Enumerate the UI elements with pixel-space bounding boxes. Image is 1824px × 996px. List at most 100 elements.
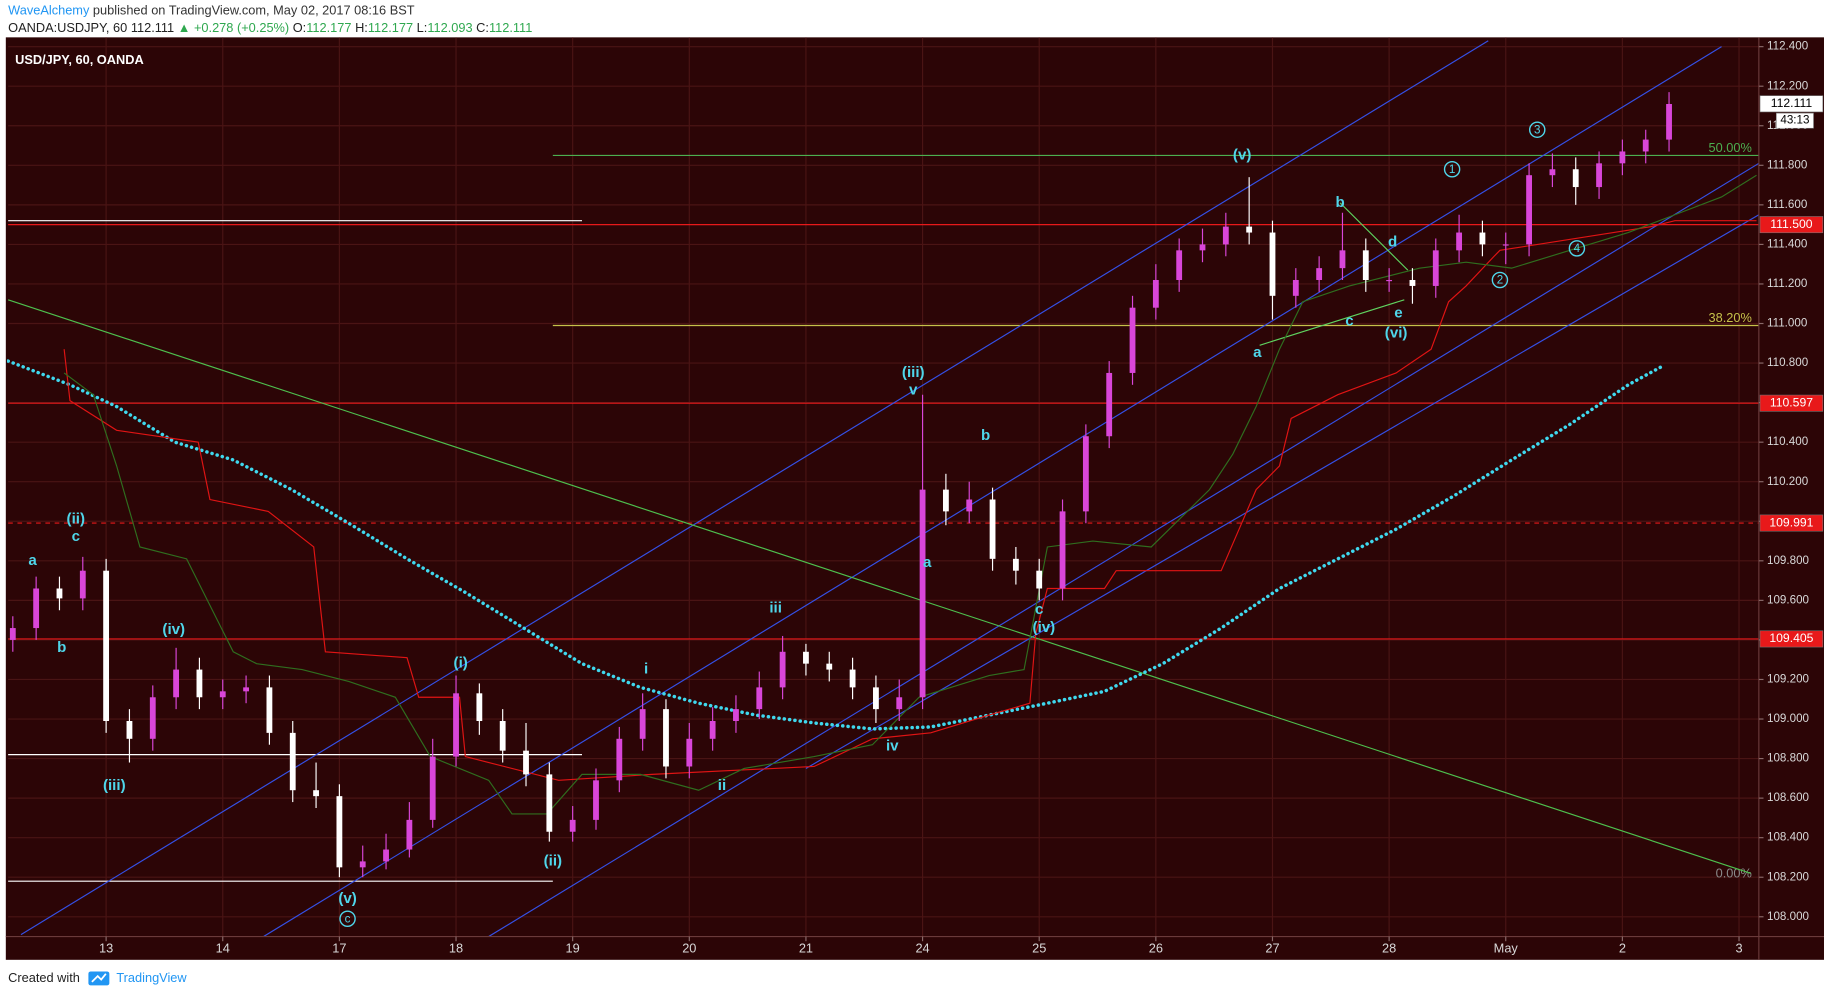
candle-body	[779, 651, 786, 688]
y-tick-label: 111.200	[1767, 277, 1808, 290]
y-tick-label: 109.000	[1767, 712, 1810, 725]
candle-body	[1642, 139, 1649, 152]
x-tick-label: May	[1494, 941, 1519, 956]
x-tick-label: 3	[1735, 941, 1742, 956]
candle-body	[313, 790, 319, 797]
axes: 108.000 108.200 108.400 108.600 108.800 109.0…	[99, 40, 1824, 956]
candle-body	[1339, 250, 1346, 269]
published: published on TradingView.com, May 02, 20…	[93, 3, 415, 18]
tradingview-logo[interactable]	[88, 971, 110, 986]
candle-body	[1152, 280, 1159, 308]
chart-title: USD/JPY, 60, OANDA	[15, 52, 144, 67]
price-tag	[1759, 394, 1824, 412]
ohlc-key: O:	[293, 21, 306, 36]
trendline	[20, 40, 1489, 936]
symbol: OANDA:USDJPY, 60	[8, 21, 127, 36]
annotation: iii	[769, 599, 782, 616]
annotation-circle	[1491, 271, 1509, 289]
grid	[8, 37, 1759, 937]
annotation: (iii)	[103, 777, 126, 794]
x-tick-label: 18	[449, 941, 463, 956]
ohlc-value: 112.177	[306, 21, 351, 36]
candle-body	[149, 697, 156, 739]
y-tick-label: 112.400	[1767, 40, 1809, 53]
candle-body	[79, 570, 86, 599]
x-tick-label: 13	[99, 941, 113, 956]
annotation: a	[923, 554, 932, 571]
candle-body	[826, 663, 833, 670]
y-tick-label: 108.200	[1767, 870, 1810, 883]
candle-body	[919, 489, 926, 698]
x-tick-label: 25	[1032, 941, 1046, 956]
footer-brand[interactable]: TradingView	[116, 970, 187, 985]
y-tick-label: 109.200	[1767, 673, 1810, 686]
annotation: a	[28, 552, 37, 569]
change: +0.278 (+0.25%)	[194, 21, 289, 36]
chart-bg	[5, 37, 1824, 960]
y-tick-label: 112.200	[1767, 79, 1809, 92]
candle-body	[1502, 244, 1509, 246]
candle-body	[1036, 570, 1043, 589]
price-tag	[1759, 630, 1824, 648]
annotation: b	[57, 639, 66, 656]
x-tick-label: 2	[1619, 941, 1626, 956]
price-tag-label: 110.597	[1770, 395, 1813, 409]
annotation: v	[909, 382, 918, 399]
y-tick-label: 108.400	[1767, 831, 1810, 844]
annotation: (iii)	[902, 364, 925, 381]
candle-body	[593, 780, 599, 820]
y-tick-label: 108.600	[1767, 791, 1810, 804]
annotation: iv	[886, 738, 899, 755]
candle-body	[1409, 280, 1416, 286]
candle-body	[1176, 250, 1183, 281]
plot: 50.00%38.20%0.00%ab(ii)c(iii)(iv)(v)c(i)…	[6, 40, 1759, 937]
trendline	[7, 299, 1751, 874]
candle-body	[896, 697, 903, 710]
candle-body	[33, 588, 40, 629]
candle-body	[1362, 250, 1369, 281]
annotation: (iv)	[162, 621, 185, 638]
candle-body	[1456, 232, 1463, 251]
candle-body	[126, 720, 133, 739]
candle-body	[173, 669, 180, 698]
candle-body	[639, 709, 646, 739]
x-tick-label: 20	[682, 941, 696, 956]
annotation: c	[345, 912, 351, 925]
price-tag	[1759, 216, 1824, 234]
candle-body	[383, 849, 389, 862]
footer-created: Created with	[8, 970, 80, 985]
candle-body	[1106, 372, 1113, 437]
fib-label: 50.00%	[1709, 140, 1752, 155]
y-tick-label: 108.800	[1767, 752, 1810, 765]
candle-body	[942, 489, 949, 512]
x-tick-label: 17	[332, 941, 346, 956]
change-arrow: ▲	[178, 21, 191, 36]
candle-body	[219, 691, 226, 698]
candle-body	[453, 693, 459, 757]
candle-body	[1199, 244, 1206, 251]
candle-body	[1479, 232, 1486, 245]
candle-body	[196, 669, 203, 698]
author[interactable]: WaveAlchemy	[8, 3, 90, 18]
annotation-circle	[1568, 240, 1586, 257]
fib-label: 38.20%	[1709, 310, 1752, 325]
candle-body	[1619, 151, 1626, 164]
ohlc-value: 112.177	[368, 21, 413, 36]
last-price: 112.111	[131, 21, 174, 36]
candle-body	[289, 732, 296, 791]
ohlc-key: C:	[476, 21, 489, 36]
x-tick-label: 14	[216, 941, 230, 956]
candle-body	[1012, 558, 1019, 571]
candle-body	[359, 861, 366, 868]
candle-body	[1572, 169, 1579, 188]
candle-body	[429, 756, 436, 820]
annotation: a	[1253, 344, 1262, 361]
x-tick-label: 26	[1149, 941, 1163, 956]
trendline	[1259, 299, 1405, 346]
candle-body	[1526, 175, 1532, 245]
candle-body	[1222, 226, 1229, 245]
price-tag	[1759, 514, 1824, 532]
candle-body	[733, 709, 739, 721]
